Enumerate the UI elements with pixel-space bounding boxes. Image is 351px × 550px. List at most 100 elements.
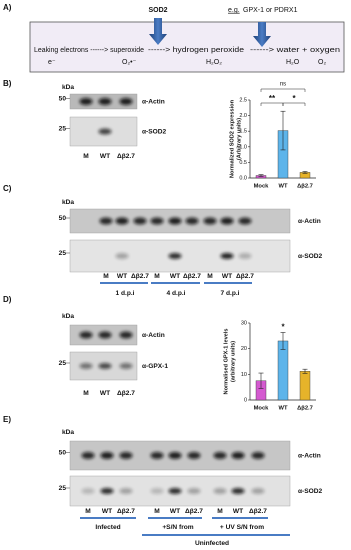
antibody-label: α-Actin	[142, 332, 165, 339]
lane-label: M	[207, 273, 213, 280]
band	[100, 452, 114, 459]
band	[98, 128, 112, 135]
lane-label: M	[154, 273, 160, 280]
lane-label: WT	[100, 390, 110, 397]
band	[231, 488, 245, 494]
marker-label: 25	[59, 250, 67, 257]
lane-label: WT	[170, 273, 180, 280]
lane-label: WT	[102, 508, 112, 515]
species: H₂O₂	[206, 59, 222, 66]
significance: *	[292, 94, 296, 103]
marker-label: 25	[59, 485, 67, 492]
band	[98, 331, 112, 339]
band	[79, 363, 93, 369]
significance: *	[281, 323, 285, 332]
enzyme: SOD2	[148, 7, 167, 14]
band	[168, 488, 182, 494]
marker-label: 25	[59, 125, 67, 132]
species: O₂	[318, 59, 326, 66]
lane-label: Δβ2.7	[117, 390, 135, 397]
panel-label: A)	[3, 3, 12, 12]
band	[251, 452, 265, 459]
y-axis-label: Normalised GPX-1 levels	[223, 329, 229, 395]
y-axis-label: (Arbitrary units)	[236, 118, 242, 160]
antibody-label: α-Actin	[298, 218, 321, 225]
lane-label: Δβ2.7	[117, 508, 135, 515]
y-tick-label: 0.0	[239, 175, 247, 181]
y-tick-label: 1.0	[239, 144, 247, 150]
band	[168, 217, 182, 225]
significance-bracket	[282, 102, 306, 106]
y-tick-label: 1.5	[239, 129, 247, 135]
x-tick-label: WT	[278, 184, 287, 190]
lane-label: M	[154, 508, 160, 515]
x-tick-label: Δβ2.7	[297, 184, 313, 190]
band	[231, 452, 245, 459]
timepoint: 4 d.p.i	[166, 290, 185, 297]
band	[119, 452, 133, 459]
kda: kDa	[62, 84, 74, 91]
reaction-step: ------> hydrogen peroxide	[148, 47, 244, 54]
enzyme: GPX-1 or PDRX1	[243, 7, 298, 14]
band	[119, 98, 133, 105]
x-tick-label: Mock	[254, 184, 270, 190]
band	[119, 331, 133, 339]
band	[119, 488, 133, 494]
band	[115, 253, 129, 259]
lane-label: Δβ2.7	[249, 508, 267, 515]
group-label: +S/N from	[162, 524, 193, 531]
panel-label: E)	[3, 415, 11, 424]
band	[99, 217, 113, 225]
species: O₂•⁻	[122, 59, 137, 66]
y-tick-label: 30	[241, 320, 247, 326]
x-tick-label: Δβ2.7	[297, 406, 313, 412]
band	[150, 217, 164, 225]
significance: ns	[280, 82, 286, 88]
band	[81, 488, 95, 494]
band	[150, 488, 164, 494]
band	[119, 363, 133, 369]
antibody-label: α-SOD2	[298, 253, 323, 260]
band	[238, 217, 252, 225]
marker-label: 50	[59, 95, 67, 102]
y-tick-label: 0.5	[239, 160, 247, 166]
lane-label: Δβ2.7	[117, 153, 135, 160]
antibody-label: α-SOD2	[298, 488, 323, 495]
band	[115, 217, 129, 225]
reaction-step: Leaking electrons ------> superoxide	[34, 47, 144, 54]
kda: kDa	[62, 313, 74, 320]
marker-label: 50	[59, 215, 67, 222]
panel-label: D)	[3, 295, 12, 304]
y-tick-label: 0	[244, 397, 247, 403]
antibody-label: α-GPX-1	[142, 363, 168, 370]
reaction-step: ------> water + oxygen	[250, 47, 340, 54]
kda: kDa	[62, 429, 74, 436]
lane-label: Δβ2.7	[131, 273, 149, 280]
band	[98, 363, 112, 369]
lane-label: M	[83, 153, 89, 160]
antibody-label: α-Actin	[142, 98, 165, 105]
kda: kDa	[62, 199, 74, 206]
panel-label: C)	[3, 184, 12, 193]
lane-label: M	[83, 390, 89, 397]
lane-label: M	[103, 273, 109, 280]
marker-label: 50	[59, 449, 67, 456]
x-tick-label: Mock	[254, 406, 270, 412]
antibody-label: α-Actin	[298, 452, 321, 459]
panel-label: B)	[3, 79, 12, 88]
species: H₂O	[286, 59, 300, 66]
lane-label: Δβ2.7	[236, 273, 254, 280]
lane-label: WT	[170, 508, 180, 515]
y-tick-label: 2.0	[239, 113, 247, 119]
timepoint: 1 d.p.i	[115, 290, 134, 297]
y-axis-label: (arbitrary units)	[230, 341, 236, 382]
marker-label: 25	[59, 360, 67, 367]
band	[168, 452, 182, 459]
band	[133, 217, 147, 225]
band	[79, 331, 93, 339]
timepoint: 7 d.p.i	[220, 290, 239, 297]
group-label: Infected	[95, 524, 120, 531]
band	[81, 452, 95, 459]
band	[213, 488, 227, 494]
